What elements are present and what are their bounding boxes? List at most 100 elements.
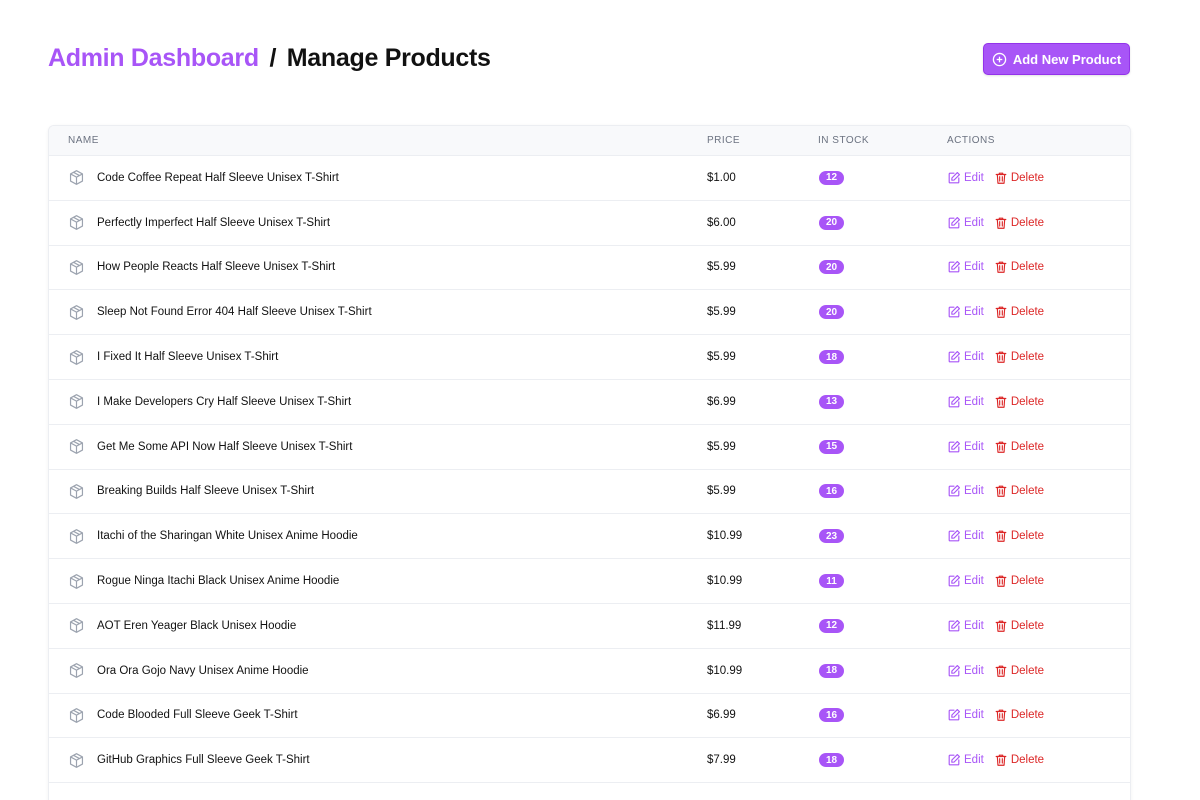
edit-label: Edit: [964, 306, 984, 319]
delete-button[interactable]: Delete: [994, 305, 1044, 319]
table-row: Code Coffee Repeat Half Sleeve Unisex T-…: [49, 156, 1130, 201]
table-row: Sleep Not Found Error 404 Half Sleeve Un…: [49, 290, 1130, 336]
delete-label: Delete: [1010, 664, 1045, 677]
trash-icon: [995, 172, 1007, 184]
cube-icon: [69, 439, 84, 455]
stock-badge: 18: [819, 663, 844, 678]
table-row: Rogue Ninga Itachi Black Unisex Anime Ho…: [49, 559, 1130, 604]
delete-button[interactable]: Delete: [994, 395, 1044, 409]
product-name: Ora Ora Gojo Navy Unisex Anime Hoodie: [97, 664, 309, 677]
edit-button[interactable]: Edit: [947, 664, 984, 678]
pencil-square-icon: [948, 261, 960, 273]
stock-badge: 18: [819, 753, 844, 768]
table-row: Code Blooded Full Sleeve Geek T-Shirt $6…: [49, 694, 1130, 739]
pencil-square-icon: [948, 171, 960, 184]
trash-icon: [995, 441, 1007, 453]
edit-label: Edit: [964, 754, 984, 767]
trash-icon: [995, 575, 1007, 587]
delete-label: Delete: [1010, 754, 1045, 767]
product-name: I Fixed It Half Sleeve Unisex T-Shirt: [97, 351, 279, 364]
cube-icon: [69, 752, 84, 768]
product-price: $5.99: [707, 440, 736, 453]
product-name: Perfectly Imperfect Half Sleeve Unisex T…: [97, 216, 331, 229]
pencil-square-icon: [948, 619, 960, 632]
column-header-actions: Actions: [947, 135, 995, 146]
stock-badge: 23: [819, 529, 844, 544]
trash-icon: [995, 486, 1007, 498]
breadcrumb-admin-dashboard[interactable]: Admin Dashboard: [48, 44, 259, 72]
edit-button[interactable]: Edit: [947, 753, 984, 767]
edit-button[interactable]: Edit: [947, 350, 984, 364]
delete-button[interactable]: Delete: [994, 529, 1044, 543]
delete-button[interactable]: Delete: [994, 753, 1044, 767]
delete-button[interactable]: Delete: [994, 708, 1044, 722]
edit-button[interactable]: Edit: [947, 260, 984, 274]
product-name: Sleep Not Found Error 404 Half Sleeve Un…: [97, 306, 372, 319]
cube-icon: [69, 170, 84, 186]
product-price: $10.99: [707, 664, 743, 677]
edit-button[interactable]: Edit: [947, 708, 984, 722]
delete-button[interactable]: Delete: [994, 484, 1044, 498]
edit-label: Edit: [964, 709, 984, 722]
stock-badge: 18: [819, 350, 844, 365]
cube-icon: [69, 349, 84, 365]
delete-button[interactable]: Delete: [994, 574, 1044, 588]
cube-icon: [69, 394, 84, 410]
edit-button[interactable]: Edit: [947, 529, 984, 543]
trash-icon: [995, 217, 1007, 229]
edit-button[interactable]: Edit: [947, 395, 984, 409]
delete-button[interactable]: Delete: [994, 350, 1044, 364]
product-price: $7.99: [707, 754, 736, 767]
edit-label: Edit: [964, 261, 984, 274]
delete-label: Delete: [1010, 216, 1045, 229]
product-name: AOT Eren Yeager Black Unisex Hoodie: [97, 619, 297, 632]
edit-button[interactable]: Edit: [947, 440, 984, 454]
trash-icon: [995, 351, 1007, 363]
edit-button[interactable]: Edit: [947, 574, 984, 588]
product-price: $10.99: [707, 575, 743, 588]
delete-label: Delete: [1010, 530, 1045, 543]
edit-button[interactable]: Edit: [947, 216, 984, 230]
pencil-square-icon: [948, 575, 960, 587]
product-name: Rogue Ninga Itachi Black Unisex Anime Ho…: [97, 575, 340, 588]
trash-icon: [995, 396, 1007, 408]
delete-button[interactable]: Delete: [994, 664, 1044, 678]
table-row: GitHub Graphics Full Sleeve Geek T-Shirt…: [49, 738, 1130, 784]
delete-label: Delete: [1010, 351, 1045, 364]
delete-button[interactable]: Delete: [994, 216, 1044, 230]
edit-button[interactable]: Edit: [947, 171, 984, 185]
products-table: Name Price In Stock Actions Code Coffee …: [48, 125, 1131, 800]
product-price: $5.99: [707, 261, 736, 274]
add-new-product-button[interactable]: Add New Product: [983, 43, 1130, 75]
stock-badge: 13: [819, 394, 844, 409]
delete-button[interactable]: Delete: [994, 260, 1044, 274]
stock-badge: 15: [819, 439, 844, 454]
edit-button[interactable]: Edit: [947, 619, 984, 633]
cube-icon: [69, 708, 84, 723]
pencil-square-icon: [948, 395, 960, 408]
edit-button[interactable]: Edit: [947, 484, 984, 498]
product-price: $6.00: [707, 216, 736, 229]
pencil-square-icon: [948, 485, 960, 497]
edit-button[interactable]: Edit: [947, 305, 984, 319]
product-price: $11.99: [707, 619, 742, 632]
trash-icon: [995, 710, 1007, 722]
cube-icon: [69, 663, 84, 679]
cube-icon: [69, 260, 84, 275]
product-name: I Make Developers Cry Half Sleeve Unisex…: [97, 395, 352, 408]
stock-badge: 20: [819, 215, 844, 230]
delete-label: Delete: [1010, 171, 1045, 184]
trash-icon: [995, 262, 1007, 274]
delete-button[interactable]: Delete: [994, 619, 1044, 633]
product-price: $6.99: [707, 709, 736, 722]
table-row: Itachi of the Sharingan White Unisex Ani…: [49, 514, 1130, 560]
breadcrumb-separator: /: [269, 44, 277, 72]
delete-button[interactable]: Delete: [994, 171, 1044, 185]
pencil-square-icon: [948, 754, 960, 766]
product-price: $5.99: [707, 306, 736, 319]
column-header-price: Price: [707, 135, 741, 146]
table-row: I Make Developers Cry Half Sleeve Unisex…: [49, 380, 1130, 425]
delete-button[interactable]: Delete: [994, 440, 1044, 454]
add-new-product-label: Add New Product: [1012, 51, 1122, 67]
cube-icon: [69, 215, 84, 231]
